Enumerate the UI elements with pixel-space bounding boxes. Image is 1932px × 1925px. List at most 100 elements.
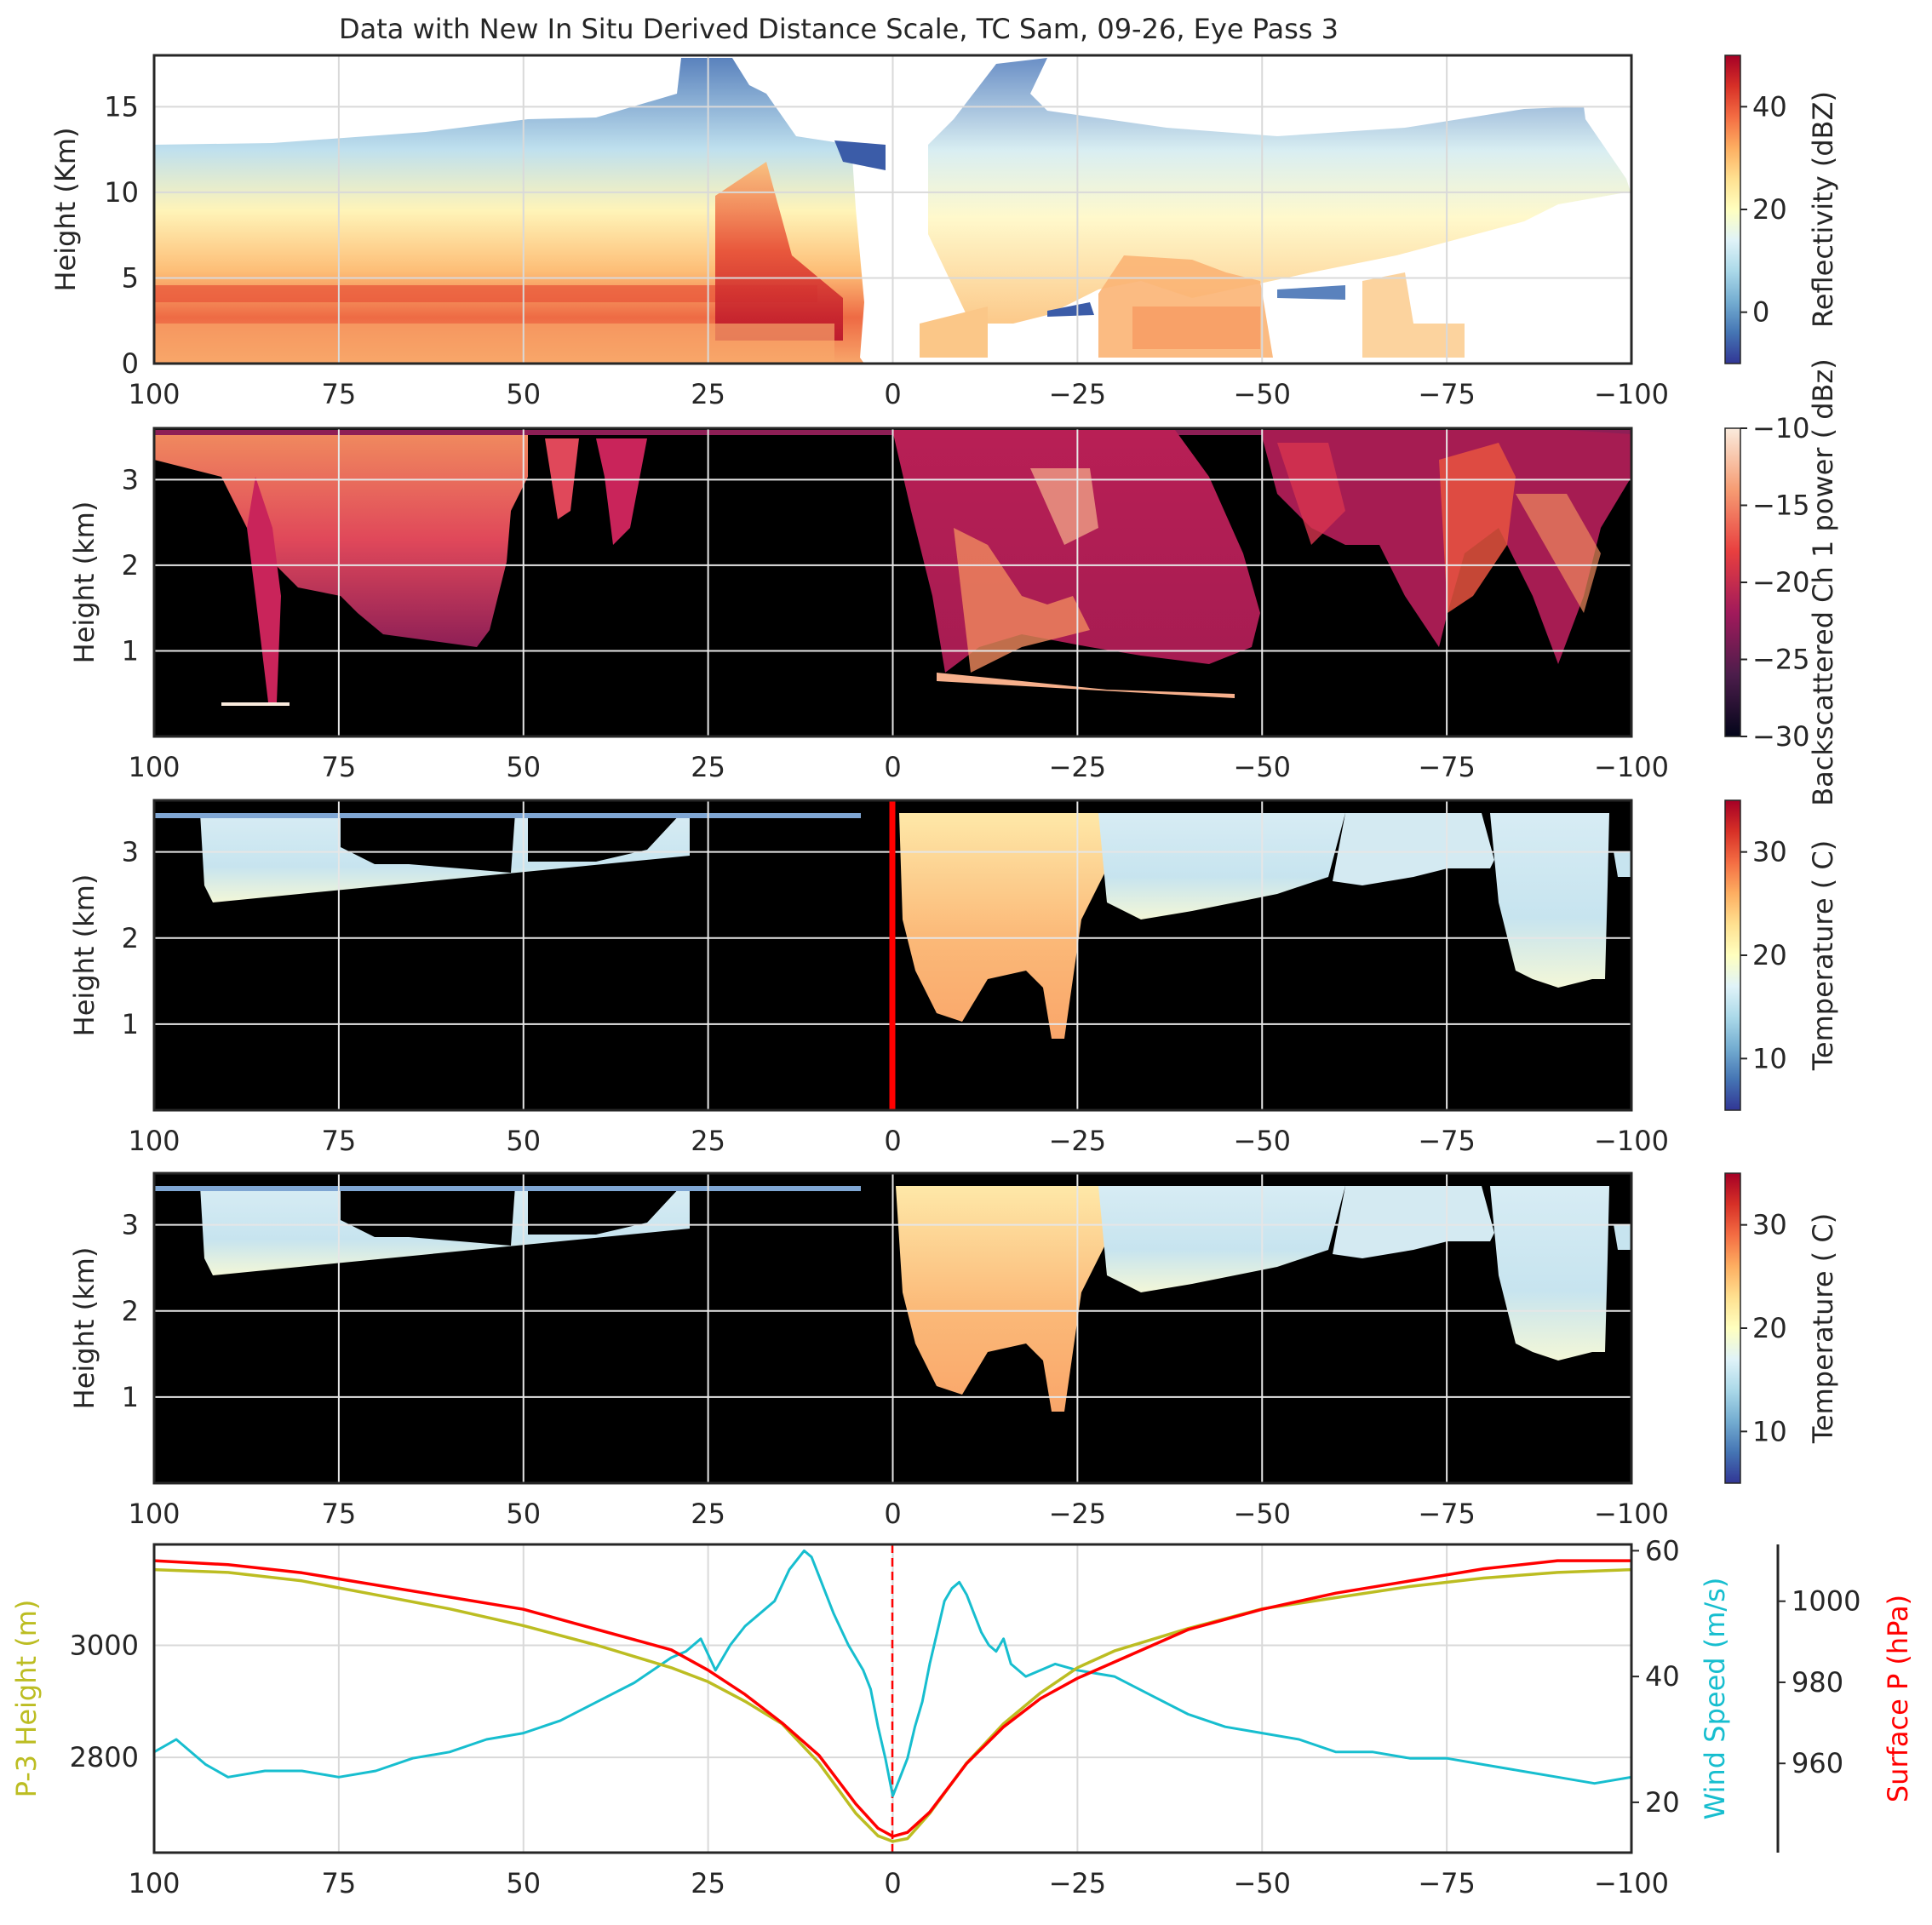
y-tick-label: 2 — [122, 1295, 139, 1327]
temperature-2-y-label: Height (km) — [68, 1247, 100, 1410]
x-tick-label: 75 — [322, 378, 357, 410]
x-tick-label: −25 — [1049, 1125, 1107, 1157]
wind-speed-tick-label: 20 — [1645, 1786, 1680, 1819]
surface-p-tick-label: 960 — [1792, 1747, 1843, 1779]
x-tick-label: −100 — [1594, 378, 1669, 410]
x-tick-label: −25 — [1049, 378, 1107, 410]
x-tick-label: 75 — [322, 1125, 357, 1157]
flight-level-x-ticks: 100 75 50 25 0 −25 −50 −75 −100 — [128, 1867, 1668, 1899]
x-tick-label: 100 — [128, 378, 180, 410]
colorbar-label: Temperature ( C) — [1807, 1213, 1839, 1444]
x-tick-label: 25 — [691, 751, 725, 783]
x-tick-label: −100 — [1594, 1498, 1669, 1530]
p3-height-tick-label: 3000 — [70, 1629, 139, 1661]
reflectivity-field — [154, 58, 1631, 364]
x-tick-label: 100 — [128, 1867, 180, 1899]
y-tick-label: 3 — [122, 1209, 139, 1241]
flight-level-panel: 100 75 50 25 0 −25 −50 −75 −100 2800 3000 20 40 60 96… — [10, 1534, 1914, 1899]
reflectivity-y-ticks: 0 5 10 15 — [104, 90, 139, 380]
x-tick-label: −50 — [1233, 1125, 1291, 1157]
x-tick-label: −50 — [1233, 1867, 1291, 1899]
y-tick-label: 0 — [122, 347, 139, 380]
colorbar-tick-label: −30 — [1752, 720, 1810, 753]
y-tick-label: 1 — [122, 1381, 139, 1413]
x-tick-label: 75 — [322, 1867, 357, 1899]
reflectivity-colorbar: 0 20 40 Reflectivity (dBZ) — [1724, 54, 1839, 364]
colorbar-tick-label: 20 — [1752, 193, 1787, 226]
wind-speed-axis-label: Wind Speed (m/s) — [1699, 1578, 1731, 1820]
colorbar-tick-label: 30 — [1752, 836, 1787, 868]
lidar-x-ticks: 100 75 50 25 0 −25 −50 −75 −100 — [128, 751, 1668, 783]
x-tick-label: −25 — [1049, 1867, 1107, 1899]
colorbar-ramp — [1724, 1172, 1741, 1484]
x-tick-label: −50 — [1233, 751, 1291, 783]
surface-p-axis-label: Surface P (hPa) — [1882, 1595, 1914, 1802]
y-tick-label: 1 — [122, 634, 139, 667]
y-tick-label: 15 — [104, 90, 139, 123]
temperature-1-y-label: Height (km) — [68, 874, 100, 1037]
reflectivity-x-ticks: 100 75 50 25 0 −25 −50 −75 −100 — [128, 378, 1668, 410]
figure-title: Data with New In Situ Derived Distance S… — [339, 13, 1339, 45]
y-tick-label: 2 — [122, 549, 139, 582]
colorbar-tick-label: 40 — [1752, 90, 1787, 123]
y-tick-label: 3 — [122, 836, 139, 868]
y-tick-label: 10 — [104, 176, 139, 209]
x-tick-label: 100 — [128, 1498, 180, 1530]
x-tick-label: 0 — [884, 1125, 901, 1157]
x-tick-label: −25 — [1049, 751, 1107, 783]
x-tick-label: −100 — [1594, 1125, 1669, 1157]
colorbar-ramp — [1724, 54, 1741, 364]
lidar-axes-frame — [152, 427, 1633, 738]
x-tick-label: −75 — [1418, 1867, 1476, 1899]
temperature-1-x-ticks: 100 75 50 25 0 −25 −50 −75 −100 — [128, 1125, 1668, 1157]
lidar-grid — [154, 428, 1631, 736]
colorbar-ramp — [1724, 427, 1741, 737]
temperature-2-field — [154, 1186, 1631, 1412]
x-tick-label: 50 — [506, 751, 541, 783]
x-tick-label: −75 — [1418, 378, 1476, 410]
x-tick-label: −100 — [1594, 1867, 1669, 1899]
temperature-panel-1: 123 100 75 50 25 0 −25 −50 −75 −100 Height (km) … — [68, 799, 1839, 1157]
x-tick-label: 100 — [128, 1125, 180, 1157]
colorbar-tick-label: 0 — [1752, 296, 1769, 329]
colorbar-label: Reflectivity (dBZ) — [1807, 91, 1839, 328]
x-tick-label: −50 — [1233, 1498, 1291, 1530]
reflectivity-axes-frame — [152, 54, 1633, 365]
x-tick-label: 50 — [506, 378, 541, 410]
y-tick-label: 5 — [122, 261, 139, 294]
wind-speed-tick-label: 40 — [1645, 1660, 1680, 1693]
temperature-2-x-ticks: 100 75 50 25 0 −25 −50 −75 −100 — [128, 1498, 1668, 1530]
lidar-panel: 123 100 75 50 25 0 −25 −50 −75 −100 Height (km) … — [68, 358, 1839, 806]
temperature-1-colorbar: 10 20 30 Temperature ( C) — [1724, 799, 1839, 1111]
x-tick-label: 75 — [322, 751, 357, 783]
colorbar-tick-label: −10 — [1752, 412, 1810, 444]
x-tick-label: −100 — [1594, 751, 1669, 783]
colorbar-tick-label: 20 — [1752, 939, 1787, 971]
colorbar-tick-label: 10 — [1752, 1042, 1787, 1074]
wind-speed-series — [153, 1549, 1632, 1797]
y-tick-label: 3 — [122, 463, 139, 496]
temperature-1-axes-frame — [152, 799, 1633, 1112]
x-tick-label: −50 — [1233, 378, 1291, 410]
x-tick-label: 0 — [884, 751, 901, 783]
x-tick-label: 50 — [506, 1498, 541, 1530]
surface-p-tick-label: 980 — [1792, 1666, 1843, 1699]
x-tick-label: 0 — [884, 1867, 901, 1899]
p3-height-tick-label: 2800 — [70, 1741, 139, 1773]
x-tick-label: 0 — [884, 1498, 901, 1530]
temperature-1-y-ticks: 1 2 3 — [122, 836, 139, 1040]
wind-speed-tick-label: 60 — [1645, 1534, 1680, 1567]
y-tick-label: 1 — [122, 1008, 139, 1040]
colorbar-ramp — [1724, 799, 1741, 1111]
surface-p-series — [153, 1559, 1631, 1838]
temperature-2-grid — [154, 1173, 1631, 1483]
y-tick-label: 2 — [122, 922, 139, 954]
reflectivity-y-label: Height (Km) — [49, 127, 82, 291]
flight-level-y-axes: 2800 3000 20 40 60 960 980 1000 — [70, 1534, 1860, 1853]
reflectivity-grid — [154, 55, 1631, 364]
colorbar-tick-label: −15 — [1752, 490, 1810, 522]
x-tick-label: −75 — [1418, 1125, 1476, 1157]
x-tick-label: −25 — [1049, 1498, 1107, 1530]
